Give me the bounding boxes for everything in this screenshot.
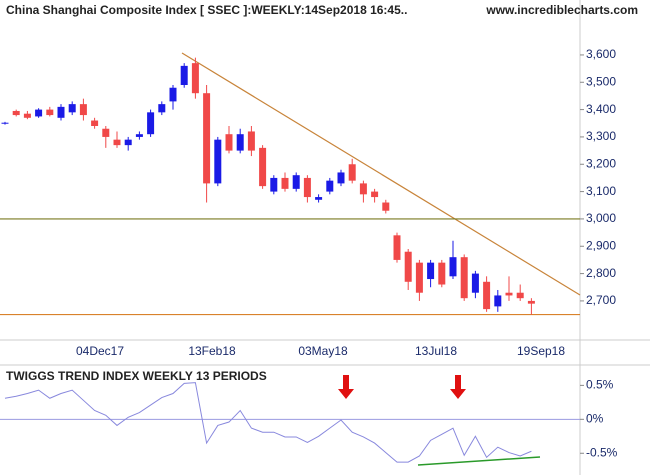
y-tick-label: -0.5% bbox=[586, 445, 618, 459]
candle-body bbox=[113, 139, 121, 146]
y-tick-label: 3,400 bbox=[586, 102, 616, 116]
x-tick-label: 03May18 bbox=[298, 344, 348, 358]
x-tick-label: 19Sep18 bbox=[517, 344, 565, 358]
candle-body bbox=[371, 191, 379, 198]
candle-body bbox=[214, 139, 222, 184]
candle-body bbox=[494, 295, 502, 307]
candle-body bbox=[23, 113, 31, 118]
y-tick-label: 3,200 bbox=[586, 156, 616, 170]
candle-body bbox=[225, 134, 233, 151]
candle-body bbox=[527, 300, 535, 304]
candle-body bbox=[46, 109, 54, 116]
y-tick-label: 2,900 bbox=[586, 238, 616, 252]
candle-body bbox=[415, 262, 423, 293]
candle-body bbox=[135, 134, 143, 137]
y-tick-label: 3,300 bbox=[586, 129, 616, 143]
x-tick-label: 13Feb18 bbox=[188, 344, 236, 358]
arrow bbox=[450, 375, 466, 399]
candle-body bbox=[79, 104, 87, 116]
candle-body bbox=[516, 292, 524, 299]
candle-body bbox=[259, 147, 267, 187]
candle-body bbox=[169, 87, 177, 102]
candle-body bbox=[315, 197, 323, 200]
y-tick-label: 3,600 bbox=[586, 47, 616, 61]
y-tick-label: 3,500 bbox=[586, 74, 616, 88]
candle-body bbox=[281, 177, 289, 189]
candle-body bbox=[326, 180, 334, 192]
candle-body bbox=[91, 120, 99, 126]
candle-body bbox=[236, 134, 244, 151]
candle-body bbox=[427, 262, 435, 280]
candle-body bbox=[147, 112, 155, 135]
source: www.incrediblecharts.com bbox=[485, 3, 638, 17]
candle-body bbox=[382, 202, 390, 211]
candle-body bbox=[449, 257, 457, 277]
candle-body bbox=[483, 281, 491, 310]
divergence-line bbox=[417, 456, 541, 466]
candle-body bbox=[393, 235, 401, 260]
candle-body bbox=[359, 183, 367, 195]
candle-body bbox=[404, 251, 412, 282]
x-tick-label: 13Jul18 bbox=[415, 344, 457, 358]
candle-body bbox=[57, 106, 65, 118]
y-tick-label: 2,800 bbox=[586, 266, 616, 280]
indicator-line bbox=[4, 382, 532, 463]
y-tick-label: 0.5% bbox=[586, 378, 614, 392]
y-tick-label: 3,000 bbox=[586, 211, 616, 225]
candle-body bbox=[247, 131, 255, 151]
chart-title: China Shanghai Composite Index [ SSEC ]:… bbox=[6, 3, 407, 17]
candle-body bbox=[68, 104, 76, 113]
candle-body bbox=[180, 65, 188, 85]
y-tick-label: 3,100 bbox=[586, 184, 616, 198]
candle-body bbox=[438, 262, 446, 285]
y-tick-label: 2,700 bbox=[586, 293, 616, 307]
candle-body bbox=[124, 139, 132, 146]
candle-body bbox=[191, 63, 199, 94]
candle-body bbox=[270, 177, 278, 192]
indicator-title: TWIGGS TREND INDEX WEEKLY 13 PERIODS bbox=[6, 369, 267, 383]
candle-body bbox=[102, 128, 110, 137]
candle-body bbox=[348, 164, 356, 181]
candle-body bbox=[460, 257, 468, 299]
arrow bbox=[338, 375, 354, 399]
candle-body bbox=[158, 104, 166, 113]
candle-body bbox=[303, 177, 311, 198]
candle-body bbox=[35, 109, 43, 117]
x-tick-label: 04Dec17 bbox=[76, 344, 124, 358]
trend-line bbox=[181, 52, 581, 296]
candle-body bbox=[471, 273, 479, 293]
candle-body bbox=[12, 110, 20, 116]
candle-body bbox=[505, 292, 513, 296]
candle-body bbox=[337, 172, 345, 184]
candle-body bbox=[292, 175, 300, 189]
candle-body bbox=[203, 93, 211, 184]
candle-body bbox=[1, 122, 9, 124]
y-tick-label: 0% bbox=[586, 411, 604, 425]
